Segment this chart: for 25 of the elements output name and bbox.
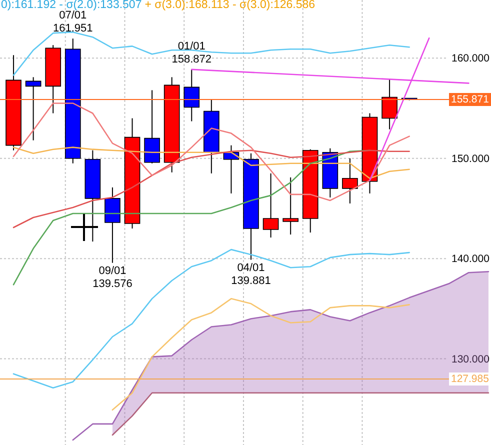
- line-series: [12, 150, 410, 228]
- ref-line-label: 155.871: [451, 94, 490, 106]
- y-tick-label: 160.000: [452, 52, 490, 65]
- y-tick-label: 140.000: [452, 253, 490, 266]
- line-series: [12, 150, 370, 286]
- candlestick: [262, 172, 279, 238]
- y-tick-label: 150.000: [452, 152, 490, 165]
- y-tick-label: 130.000: [452, 353, 490, 366]
- candlestick: [25, 76, 42, 141]
- line-series: [12, 248, 410, 389]
- ref-line-label: 127.985: [451, 373, 490, 385]
- annotation: 0):161.192 - σ(2.0):133.507: [1, 0, 142, 11]
- candlestick: [342, 158, 358, 204]
- line-series: [112, 298, 410, 411]
- annotation: 09/01 139.576: [92, 264, 132, 290]
- annotation: + σ(3.0):168.113 - σ(3.0):126.586: [144, 0, 316, 11]
- candlestick: [382, 78, 398, 130]
- annotation: 04/01 139.881: [231, 262, 271, 287]
- annotation: 01/01 158.872: [172, 40, 212, 66]
- candlestick: [282, 176, 298, 236]
- line-series: [12, 31, 410, 76]
- annotation: 07/01 161.951: [53, 10, 93, 35]
- line-series: [12, 102, 410, 202]
- line-series: [12, 146, 410, 180]
- candlestick: [184, 68, 200, 122]
